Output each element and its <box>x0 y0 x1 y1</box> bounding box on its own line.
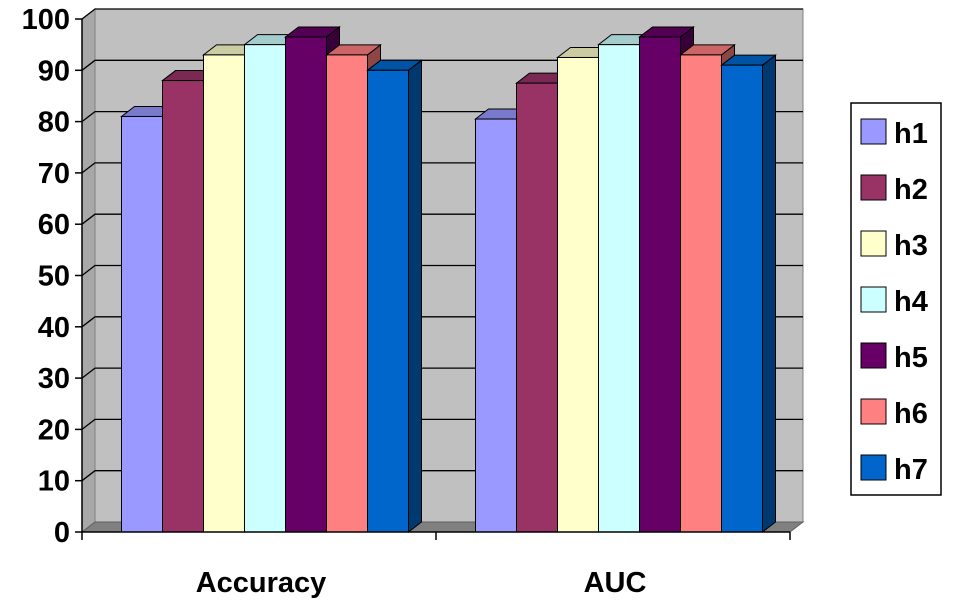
y-tick-label: 30 <box>38 363 70 395</box>
bar-side <box>762 54 776 534</box>
legend-swatch <box>860 174 887 201</box>
y-tick-label: 0 <box>54 517 70 549</box>
y-tick-label: 100 <box>22 4 70 36</box>
bar-front <box>475 118 517 533</box>
bars <box>120 25 777 534</box>
bar-front <box>639 36 681 533</box>
bar-front <box>121 115 163 533</box>
y-tick-label: 10 <box>38 466 70 498</box>
y-tick-label: 90 <box>38 55 70 87</box>
y-tick-label: 80 <box>38 107 70 139</box>
legend-label: h1 <box>894 118 928 150</box>
y-tick-label: 70 <box>38 158 70 190</box>
bar-front <box>721 64 763 533</box>
bar-side <box>408 59 422 534</box>
legend-label: h2 <box>894 174 928 206</box>
bar-front <box>326 54 368 533</box>
legend-swatch <box>860 454 887 481</box>
legend-swatch <box>860 118 887 145</box>
x-tick-label: Accuracy <box>196 567 327 599</box>
legend-swatch <box>860 398 887 425</box>
axes: 0 10 20 30 40 50 60 70 80 90 100 Accuracy AUC <box>22 4 791 599</box>
y-tick-label: 40 <box>38 312 70 344</box>
bar-front <box>516 82 558 533</box>
x-tick-label: AUC <box>584 567 647 599</box>
legend-swatch <box>860 286 887 313</box>
bar <box>366 59 423 534</box>
bar-front <box>598 44 640 533</box>
bar-front <box>557 56 599 533</box>
legend-label: h4 <box>894 286 928 318</box>
legend-label: h7 <box>894 454 928 486</box>
gridline <box>81 8 803 20</box>
bar-front <box>680 54 722 533</box>
bar-front <box>162 80 204 533</box>
legend-label: h6 <box>894 398 928 430</box>
bar-front <box>244 44 286 533</box>
legend-label: h5 <box>894 342 928 374</box>
y-tick-label: 50 <box>38 261 70 293</box>
y-tick-label: 60 <box>38 209 70 241</box>
bar-front <box>203 54 245 533</box>
legend: h1 h2 h3 h4 h5 h6 h7 <box>850 102 942 496</box>
legend-swatch <box>860 230 887 257</box>
y-tick-label: 20 <box>38 414 70 446</box>
bar <box>720 54 777 534</box>
bar-front <box>367 69 409 533</box>
bar-front <box>285 36 327 533</box>
legend-swatch <box>860 342 887 369</box>
legend-label: h3 <box>894 230 928 262</box>
